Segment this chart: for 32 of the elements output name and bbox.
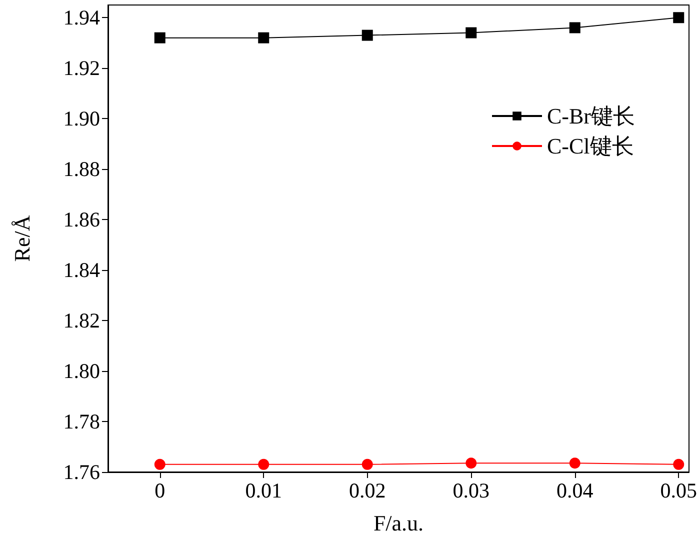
x-axis-title: F/a.u. xyxy=(373,510,424,536)
y-axis-title: Re/Å xyxy=(10,215,34,262)
point xyxy=(569,22,580,34)
point xyxy=(466,458,477,469)
x-tick-label: 0 xyxy=(154,478,166,502)
point xyxy=(154,458,166,470)
point xyxy=(466,27,477,38)
x-tick-label: 0.05 xyxy=(660,478,697,502)
point xyxy=(673,458,684,470)
point xyxy=(258,458,270,470)
x-tick-label: 0.04 xyxy=(556,478,594,502)
y-tick-label: 1.78 xyxy=(63,410,100,434)
y-tick-label: 1.84 xyxy=(63,258,100,282)
y-tick-label: 1.86 xyxy=(63,208,100,232)
y-tick-label: 1.80 xyxy=(63,359,100,384)
point xyxy=(362,30,373,41)
legend-label: C-Br键长 xyxy=(547,104,635,128)
point xyxy=(673,12,684,24)
y-tick-label: 1.90 xyxy=(63,106,100,131)
point xyxy=(258,32,270,44)
point xyxy=(569,458,580,469)
x-tick-label: 0.01 xyxy=(245,478,282,502)
point xyxy=(362,458,373,470)
point xyxy=(154,32,166,44)
y-tick-label: 1.92 xyxy=(63,56,100,80)
y-tick-label: 1.76 xyxy=(63,460,100,484)
y-tick-label: 1.88 xyxy=(63,157,100,182)
y-tick-label: 1.82 xyxy=(63,308,100,333)
x-tick-label: 0.02 xyxy=(349,478,386,502)
legend-label: C-Cl键长 xyxy=(547,134,634,158)
x-tick-label: 0.03 xyxy=(452,478,490,502)
y-tick-label: 1.94 xyxy=(63,6,100,30)
